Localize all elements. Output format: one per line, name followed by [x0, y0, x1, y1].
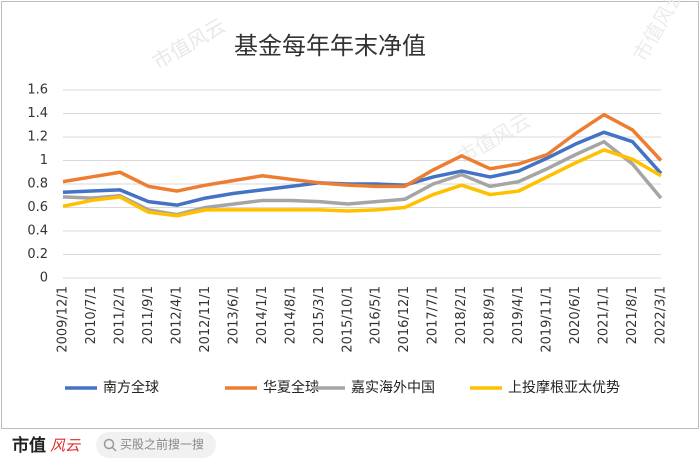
series-line	[62, 148, 662, 218]
x-tick-label: 2018/2/1	[454, 286, 469, 344]
footer-logo-script: 风云	[50, 437, 81, 455]
legend-label: 华夏全球	[263, 379, 319, 396]
x-tick-label: 2009/12/1	[56, 286, 71, 353]
x-tick-label: 2013/6/1	[226, 286, 241, 344]
chart-title: 基金每年年末净值	[234, 32, 426, 60]
x-tick-label: 2021/1/1	[597, 286, 612, 344]
y-tick-label: 0.4	[27, 224, 48, 239]
y-tick-label: 0.8	[27, 177, 48, 192]
x-tick-label: 2022/3/1	[654, 286, 669, 344]
footer-logo: 市值	[12, 435, 46, 456]
x-tick-label: 2011/2/1	[112, 286, 127, 344]
x-tick-label: 2015/3/1	[312, 286, 327, 344]
x-tick-label: 2019/11/1	[540, 286, 555, 353]
search-box[interactable]	[96, 432, 216, 458]
x-tick-label: 2016/5/1	[369, 286, 384, 344]
x-tick-label: 2015/10/1	[340, 286, 355, 353]
search-icon	[103, 438, 115, 450]
search-placeholder: 买股之前搜一搜	[120, 437, 204, 452]
chart-frame	[1, 1, 699, 429]
y-tick-label: 0.6	[27, 200, 48, 215]
search-icon	[111, 446, 117, 452]
y-tick-label: 0	[40, 271, 48, 286]
y-tick-label: 0.2	[27, 247, 48, 262]
series-line	[62, 112, 663, 193]
y-tick-label: 1	[40, 153, 48, 168]
y-tick-label: 1.4	[27, 106, 48, 121]
legend-label: 上投摩根亚太优势	[508, 379, 620, 396]
legend-label: 南方全球	[103, 379, 159, 396]
x-tick-label: 2011/9/1	[141, 286, 156, 344]
x-tick-label: 2016/12/1	[397, 286, 412, 353]
x-tick-label: 2012/11/1	[198, 286, 213, 353]
x-tick-label: 2020/6/1	[568, 286, 583, 344]
plot: 0 0.2 0.4 0.6 0.8 1 1.2 1.4 1.6 2009/12/1 2010/7/1…	[27, 83, 668, 397]
x-tick-label: 2019/4/1	[511, 286, 526, 344]
x-tick-label: 2014/1/1	[255, 286, 270, 344]
x-tick-label: 2021/8/1	[625, 286, 640, 344]
legend-label: 嘉实海外中国	[351, 380, 435, 396]
x-tick-label: 2012/4/1	[169, 286, 184, 344]
x-tick-label: 2017/7/1	[426, 286, 441, 344]
y-tick-label: 1.2	[27, 130, 48, 145]
series-line	[62, 130, 663, 207]
y-tick-label: 1.6	[27, 83, 48, 98]
x-tick-label: 2010/7/1	[84, 286, 99, 344]
x-tick-label: 2018/9/1	[483, 286, 498, 344]
x-tick-label: 2014/8/1	[283, 286, 298, 344]
